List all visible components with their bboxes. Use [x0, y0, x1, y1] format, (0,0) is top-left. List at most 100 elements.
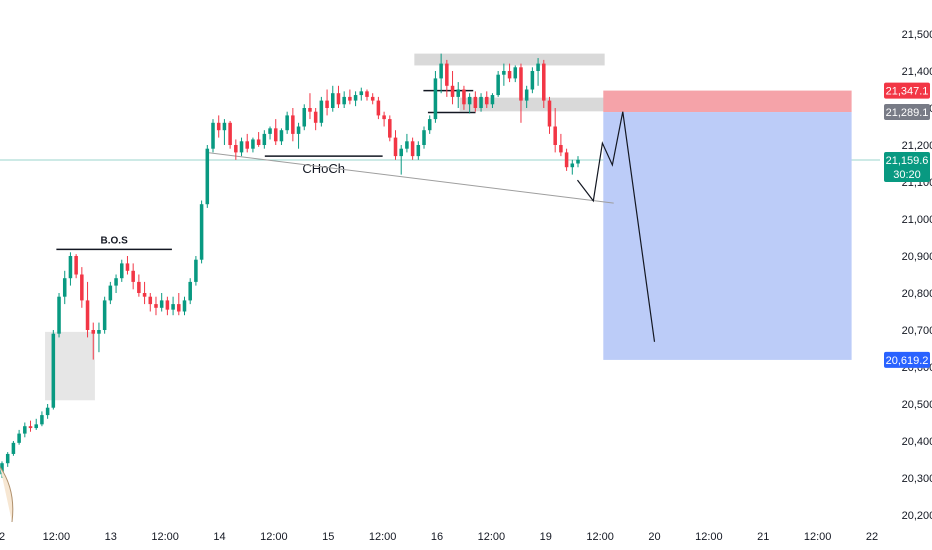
- candle-body: [137, 281, 141, 293]
- candle: [40, 411, 44, 427]
- candle: [439, 53, 443, 94]
- candle: [23, 422, 27, 438]
- levels-layer: B.O.S CHoCh: [56, 89, 614, 251]
- candle-body: [433, 78, 438, 120]
- candle-body: [245, 141, 249, 149]
- take-profit-zone[interactable]: [603, 112, 852, 360]
- candle-body: [422, 130, 426, 145]
- time-tick-label: 12:00: [369, 531, 397, 543]
- stop-loss-zone[interactable]: [603, 90, 852, 113]
- candle-body: [68, 256, 73, 279]
- price-badge: 21,347.1: [884, 82, 930, 99]
- candle: [80, 267, 84, 308]
- time-tick-label: 22: [866, 531, 878, 543]
- candle: [308, 93, 312, 120]
- candle: [262, 130, 267, 149]
- candle: [256, 132, 261, 147]
- candle: [114, 274, 118, 293]
- candle: [85, 281, 90, 338]
- candle: [302, 104, 307, 131]
- candle: [91, 322, 96, 360]
- candle-body: [553, 126, 557, 145]
- candle-body: [331, 93, 335, 108]
- candle-body: [108, 285, 113, 301]
- candle-body: [576, 159, 580, 164]
- candle: [62, 270, 67, 305]
- candle: [291, 108, 295, 142]
- candle-body: [308, 108, 312, 112]
- candle: [205, 145, 210, 208]
- candle: [108, 281, 113, 305]
- candle-body: [256, 139, 261, 145]
- time-axis[interactable]: 2 12:00 13 12:00 14 12:00 15 12:00 16 12:00 19 12:0…: [0, 526, 885, 550]
- zone-box-0: [414, 53, 605, 66]
- trade-position-layer[interactable]: [603, 90, 852, 360]
- candle-body: [177, 304, 181, 312]
- candle-body: [348, 96, 352, 101]
- candle: [325, 89, 329, 116]
- candle: [502, 63, 506, 86]
- candle-body: [513, 67, 518, 79]
- candle-body: [148, 296, 153, 305]
- candle-body: [62, 278, 67, 297]
- candle: [490, 93, 495, 108]
- candle-body: [416, 145, 421, 157]
- candle-body: [342, 96, 346, 105]
- candle-body: [319, 100, 324, 123]
- candle: [524, 85, 529, 108]
- candle: [102, 296, 107, 334]
- projected-path: [576, 111, 656, 342]
- candle-body: [302, 108, 307, 127]
- candle: [342, 91, 346, 108]
- candle-body: [450, 85, 455, 97]
- candle: [194, 256, 198, 286]
- price-badge-bg: [884, 151, 930, 182]
- candle: [376, 96, 381, 120]
- candle-body: [102, 300, 107, 330]
- candle: [188, 278, 192, 305]
- time-tick-label: 12:00: [151, 531, 179, 543]
- candle-body: [427, 119, 432, 131]
- price-badge: 21,159.6 30:20: [884, 151, 930, 182]
- candle: [416, 141, 421, 160]
- candle-body: [171, 304, 175, 310]
- candle-body: [0, 463, 4, 475]
- price-badge-bg: [884, 82, 930, 99]
- time-tick-label: 12:00: [43, 531, 71, 543]
- countdown-label: 30:20: [893, 169, 921, 181]
- time-tick-label: 2: [0, 531, 5, 543]
- price-tick-label: 20,900.0: [902, 251, 932, 263]
- candle-body: [5, 453, 10, 464]
- candle: [28, 420, 33, 432]
- price-tick-label: 20,700.0: [902, 325, 932, 337]
- candle-body: [45, 407, 50, 416]
- candle: [399, 145, 403, 175]
- candle: [177, 293, 181, 316]
- time-tick-label: 14: [213, 531, 225, 543]
- time-tick-label: 16: [431, 531, 443, 543]
- candle-body: [119, 263, 124, 279]
- time-tick-label: 12:00: [586, 531, 614, 543]
- candle-body: [507, 71, 512, 79]
- candle: [450, 71, 455, 105]
- candle-body: [467, 96, 472, 105]
- candle-body: [462, 89, 466, 105]
- candle-body: [142, 293, 147, 297]
- annotation-bos: B.O.S: [101, 235, 129, 246]
- candle-body: [222, 122, 227, 131]
- price-axis[interactable]: 20,200.020,300.020,400.020,500.020,600.0…: [880, 0, 932, 550]
- candle-body: [496, 74, 500, 96]
- candle-body: [97, 330, 101, 334]
- candle-body: [17, 433, 21, 443]
- candle-body: [542, 63, 546, 101]
- time-tick-label: 15: [322, 531, 334, 543]
- candle: [251, 137, 255, 153]
- candle-body: [285, 115, 289, 131]
- candle-body: [85, 300, 90, 330]
- candle-body: [519, 67, 523, 101]
- price-badge-label: 21,347.1: [886, 86, 929, 98]
- candle: [336, 85, 341, 108]
- candle-body: [336, 93, 341, 105]
- candle-body: [273, 128, 278, 142]
